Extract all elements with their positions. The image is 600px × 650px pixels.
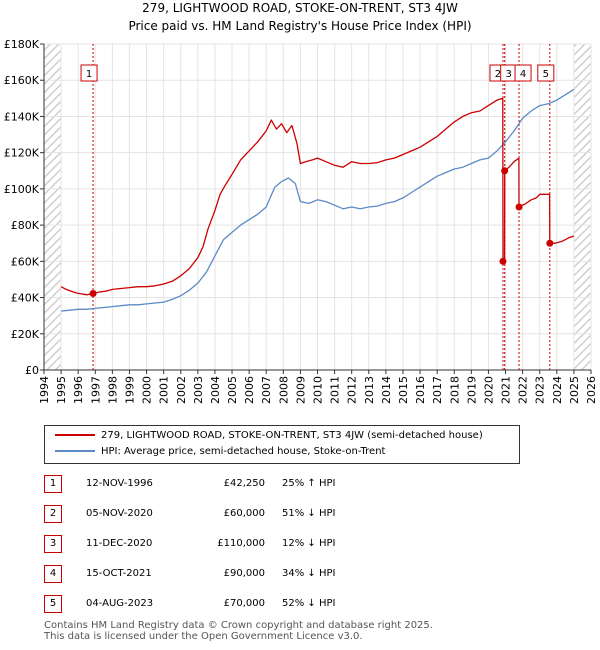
x-tick-label: 2005 xyxy=(226,376,239,404)
footer-licence: This data is licensed under the Open Gov… xyxy=(44,631,363,642)
chart-legend: 279, LIGHTWOOD ROAD, STOKE-ON-TRENT, ST3… xyxy=(44,425,520,464)
marker-label-5: 5 xyxy=(543,69,549,80)
chart-title: 279, LIGHTWOOD ROAD, STOKE-ON-TRENT, ST3… xyxy=(142,1,458,15)
marker-label-4: 4 xyxy=(520,69,526,80)
transaction-hpi: 52% ↓ HPI xyxy=(282,598,336,609)
chart-subtitle: Price paid vs. HM Land Registry's House … xyxy=(128,19,472,33)
x-tick-label: 1998 xyxy=(106,376,119,404)
x-tick-label: 2007 xyxy=(260,376,273,404)
x-tick-label: 1997 xyxy=(89,376,102,404)
transaction-price: £42,250 xyxy=(223,478,265,489)
property-series-line xyxy=(60,97,575,296)
x-tick-label: 1996 xyxy=(72,376,85,404)
x-tick-label: 2026 xyxy=(585,376,598,404)
legend-item-hpi: HPI: Average price, semi-detached house,… xyxy=(55,446,385,457)
x-tick-label: 1999 xyxy=(123,376,136,404)
table-row: 4 15-OCT-2021 £90,000 34% ↓ HPI xyxy=(0,565,600,585)
x-tick-label: 2000 xyxy=(141,376,154,404)
footer-copyright: Contains HM Land Registry data © Crown c… xyxy=(44,620,433,631)
marker-label-3: 3 xyxy=(505,69,511,80)
x-tick-label: 1994 xyxy=(38,376,51,404)
sale-point-5 xyxy=(546,239,554,247)
marker-label-2: 2 xyxy=(495,69,501,80)
marker-label-1: 1 xyxy=(86,69,92,80)
transaction-date: 15-OCT-2021 xyxy=(86,568,152,579)
transaction-price: £110,000 xyxy=(217,538,265,549)
legend-swatch-property xyxy=(55,434,95,436)
y-tick-label: £60K xyxy=(11,255,40,268)
table-row: 3 11-DEC-2020 £110,000 12% ↓ HPI xyxy=(0,535,600,555)
x-tick-label: 2003 xyxy=(192,376,205,404)
y-tick-label: £40K xyxy=(11,292,40,305)
transaction-price: £70,000 xyxy=(223,598,265,609)
transaction-hpi: 12% ↓ HPI xyxy=(282,538,336,549)
x-tick-label: 2002 xyxy=(175,376,188,404)
legend-item-property: 279, LIGHTWOOD ROAD, STOKE-ON-TRENT, ST3… xyxy=(55,430,483,441)
price-chart: 1994 1995 1996 1997 1998 1999 2000 2001 2002 2003… xyxy=(4,38,598,404)
transaction-hpi: 51% ↓ HPI xyxy=(282,508,336,519)
y-tick-label: £20K xyxy=(11,328,40,341)
marker-box-4 xyxy=(514,64,532,82)
x-tick-label: 2017 xyxy=(431,376,444,404)
x-tick-label: 1995 xyxy=(55,376,68,404)
x-tick-label: 2023 xyxy=(534,376,547,404)
x-tick-label: 2001 xyxy=(158,376,171,404)
x-tick-label: 2021 xyxy=(500,376,513,404)
x-tick-label: 2014 xyxy=(380,376,393,404)
x-tick-label: 2019 xyxy=(465,376,478,404)
table-row: 2 05-NOV-2020 £60,000 51% ↓ HPI xyxy=(0,505,600,525)
transaction-badge: 2 xyxy=(44,505,62,523)
y-tick-label: £0 xyxy=(25,364,39,377)
legend-swatch-hpi xyxy=(55,450,95,452)
x-tick-label: 2022 xyxy=(517,376,530,404)
transaction-badge: 5 xyxy=(44,595,62,613)
x-tick-label: 2011 xyxy=(329,376,342,404)
legend-label-hpi: HPI: Average price, semi-detached house,… xyxy=(101,446,386,457)
x-tick-label: 2004 xyxy=(209,376,222,404)
transaction-badge: 3 xyxy=(44,535,62,553)
y-tick-label: £100K xyxy=(4,183,40,196)
transaction-price: £90,000 xyxy=(223,568,265,579)
y-tick-label: £80K xyxy=(11,219,40,232)
transaction-date: 11-DEC-2020 xyxy=(86,538,153,549)
transaction-date: 12-NOV-1996 xyxy=(86,478,153,489)
transaction-date: 04-AUG-2023 xyxy=(86,598,154,609)
sale-point-2 xyxy=(499,257,507,265)
transaction-price: £60,000 xyxy=(223,508,265,519)
marker-box-5 xyxy=(537,64,555,82)
transaction-badge: 4 xyxy=(44,565,62,583)
sale-point-1 xyxy=(89,289,97,297)
sale-point-4 xyxy=(515,203,523,211)
x-tick-label: 2020 xyxy=(482,376,495,404)
y-tick-label: £160K xyxy=(4,74,40,87)
y-tick-label: £180K xyxy=(4,38,40,51)
table-row: 5 04-AUG-2023 £70,000 52% ↓ HPI xyxy=(0,595,600,615)
x-tick-label: 2006 xyxy=(243,376,256,404)
marker-box-1 xyxy=(80,64,98,82)
x-tick-label: 2025 xyxy=(568,376,581,404)
x-tick-label: 2008 xyxy=(277,376,290,404)
table-row: 1 12-NOV-1996 £42,250 25% ↑ HPI xyxy=(0,475,600,495)
legend-label-property: 279, LIGHTWOOD ROAD, STOKE-ON-TRENT, ST3… xyxy=(101,430,483,441)
transaction-hpi: 34% ↓ HPI xyxy=(282,568,336,579)
x-tick-label: 2009 xyxy=(294,376,307,404)
x-tick-label: 2024 xyxy=(551,376,564,404)
transaction-badge: 1 xyxy=(44,475,62,493)
transaction-date: 05-NOV-2020 xyxy=(86,508,153,519)
x-tick-label: 2018 xyxy=(448,376,461,404)
hatch-left xyxy=(44,44,62,370)
x-tick-label: 2012 xyxy=(346,376,359,404)
x-tick-label: 2013 xyxy=(363,376,376,404)
x-tick-label: 2016 xyxy=(414,376,427,404)
sale-point-3 xyxy=(501,167,509,175)
x-tick-label: 2015 xyxy=(397,376,410,404)
x-tick-label: 2010 xyxy=(312,376,325,404)
transaction-hpi: 25% ↑ HPI xyxy=(282,478,336,489)
y-tick-label: £120K xyxy=(4,147,40,160)
y-tick-label: £140K xyxy=(4,110,40,123)
hpi-series-line xyxy=(61,88,575,312)
hatch-right xyxy=(573,44,591,370)
